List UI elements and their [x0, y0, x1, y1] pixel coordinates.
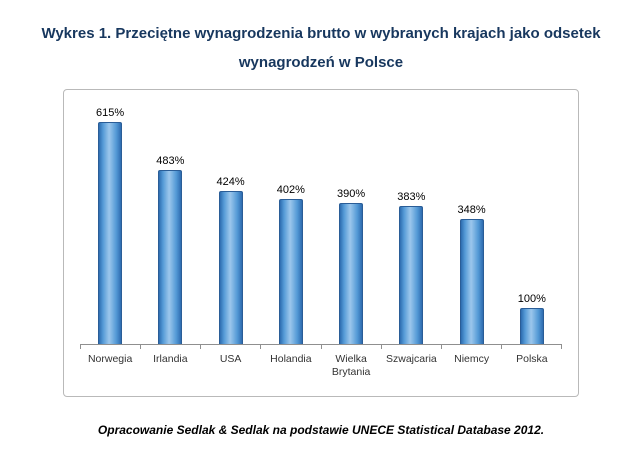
bar-group: 348%	[442, 106, 502, 344]
bar-group: 100%	[502, 106, 562, 344]
chart-title-line1: Wykres 1. Przeciętne wynagrodzenia brutt…	[41, 25, 601, 42]
source-caption: Opracowanie Sedlak & Sedlak na podstawie…	[97, 423, 545, 437]
axis-tick	[380, 345, 382, 349]
chart-title-line2: wynagrodzeń w Polsce	[238, 53, 404, 71]
axis-tick	[140, 345, 142, 349]
axis-tick	[260, 345, 262, 349]
category-label: Holandia	[270, 353, 312, 365]
category-label: Polska	[516, 353, 548, 365]
bar	[158, 170, 183, 344]
category-label: Norwegia	[87, 353, 133, 365]
category-label: Niemcy	[454, 353, 490, 365]
bar-value-label: 483%	[156, 155, 185, 167]
bar-group: 402%	[261, 106, 321, 344]
bar-group: 390%	[321, 106, 381, 344]
chart-frame: 615% 483% 424% 402% 390% 383% 348% 100% Norwegi…	[63, 89, 579, 397]
bar	[459, 219, 484, 344]
axis-tick	[440, 345, 442, 349]
bar-value-label: 383%	[397, 191, 426, 203]
bar	[98, 122, 123, 344]
bar	[218, 191, 243, 344]
bar-group: 615%	[80, 106, 140, 344]
bars-row: 615% 483% 424% 402% 390% 383% 348% 100%	[80, 106, 562, 345]
bar-value-label: 100%	[517, 293, 546, 305]
axis-tick	[80, 345, 81, 349]
bar-value-label: 402%	[276, 184, 305, 196]
chart-title: Wykres 1. Przeciętne wynagrodzenia brutt…	[0, 0, 642, 77]
axis-tick	[320, 345, 322, 349]
axis-tick	[500, 345, 502, 349]
bar-value-label: 348%	[457, 204, 486, 216]
categories-row: Norwegia Irlandia USA Holandia Wielka Brytan…	[80, 353, 562, 379]
bar-group: 483%	[140, 106, 200, 344]
category-label: Szwajcaria	[385, 353, 437, 365]
bar	[339, 203, 364, 344]
axis-tick	[561, 345, 562, 349]
bar	[519, 308, 544, 344]
category-label: Wielka Brytania	[331, 353, 371, 379]
bar-group: 424%	[201, 106, 261, 344]
bar-value-label: 390%	[337, 188, 366, 200]
bar-value-label: 424%	[216, 176, 245, 188]
category-label: Irlandia	[153, 353, 188, 365]
ticks-row	[80, 345, 562, 349]
bar	[399, 206, 424, 344]
bar	[278, 199, 303, 344]
bar-value-label: 615%	[96, 107, 125, 119]
category-label: USA	[219, 353, 242, 365]
axis-tick	[200, 345, 202, 349]
bar-group: 383%	[381, 106, 441, 344]
